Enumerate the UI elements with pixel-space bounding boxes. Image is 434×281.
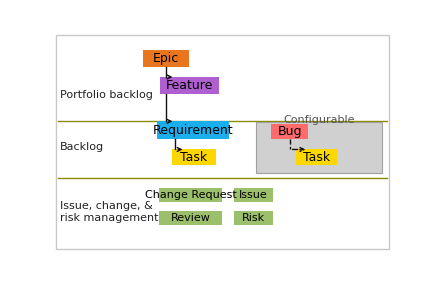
FancyBboxPatch shape bbox=[234, 189, 273, 203]
FancyBboxPatch shape bbox=[158, 211, 223, 225]
Text: Backlog: Backlog bbox=[60, 142, 105, 152]
Text: Change Request: Change Request bbox=[145, 191, 237, 200]
FancyBboxPatch shape bbox=[157, 121, 229, 139]
FancyBboxPatch shape bbox=[296, 149, 337, 165]
Text: Portfolio backlog: Portfolio backlog bbox=[60, 90, 153, 100]
Text: Risk: Risk bbox=[242, 213, 265, 223]
Text: Task: Task bbox=[303, 151, 330, 164]
Text: Bug: Bug bbox=[277, 124, 302, 138]
FancyBboxPatch shape bbox=[160, 77, 219, 94]
Text: Requirement: Requirement bbox=[153, 124, 233, 137]
Text: Epic: Epic bbox=[153, 52, 179, 65]
Text: Configurable: Configurable bbox=[283, 115, 355, 125]
FancyBboxPatch shape bbox=[234, 211, 273, 225]
FancyBboxPatch shape bbox=[172, 149, 216, 165]
Text: Issue, change, &
risk management: Issue, change, & risk management bbox=[60, 201, 159, 223]
FancyBboxPatch shape bbox=[158, 189, 223, 203]
Text: Review: Review bbox=[171, 213, 210, 223]
Text: Issue: Issue bbox=[239, 191, 268, 200]
Text: Task: Task bbox=[180, 151, 207, 164]
FancyBboxPatch shape bbox=[143, 50, 189, 67]
Text: Feature: Feature bbox=[166, 79, 214, 92]
FancyBboxPatch shape bbox=[271, 124, 308, 139]
FancyBboxPatch shape bbox=[256, 123, 382, 173]
